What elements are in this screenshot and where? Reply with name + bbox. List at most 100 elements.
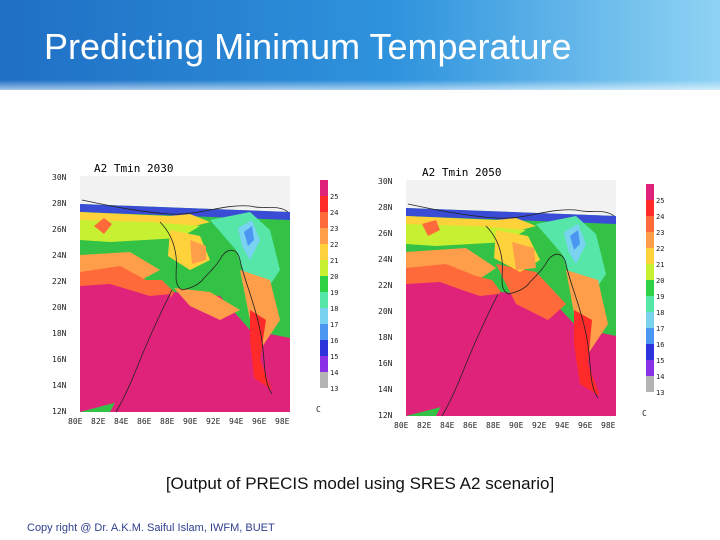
- slide-title: Predicting Minimum Temperature: [44, 26, 572, 67]
- colorbar: [646, 184, 654, 392]
- colorbar-label: 15: [330, 353, 338, 361]
- lon-label: 90E: [509, 421, 524, 430]
- colorbar-label: 24: [330, 209, 338, 217]
- lon-label: 94E: [229, 417, 244, 426]
- colorbar-label: 13: [656, 389, 664, 397]
- colorbar-label: 14: [656, 373, 664, 381]
- colorbar-labels: 25 24 23 22 21 20 19 18 17 16 15 14 13: [330, 193, 338, 393]
- colorbar-swatch: [320, 308, 328, 324]
- colorbar-label: 21: [656, 261, 664, 269]
- lat-label: 18N: [378, 333, 393, 342]
- lat-label: 18N: [52, 329, 67, 338]
- lat-label: 20N: [378, 307, 393, 316]
- lat-label: 12N: [378, 411, 393, 420]
- colorbar-swatch: [320, 340, 328, 356]
- colorbar-label: 19: [330, 289, 338, 297]
- lon-label: 88E: [486, 421, 501, 430]
- colorbar-label: 21: [330, 257, 338, 265]
- lat-label: 22N: [52, 277, 67, 286]
- lon-label: 86E: [463, 421, 478, 430]
- colorbar-label: 25: [330, 193, 338, 201]
- colorbar-swatch: [320, 196, 328, 212]
- colorbar-label: 19: [656, 293, 664, 301]
- lat-label: 16N: [378, 359, 393, 368]
- colorbar-swatch: [320, 292, 328, 308]
- colorbar-swatch: [646, 360, 654, 376]
- lat-label: 20N: [52, 303, 67, 312]
- lon-label: 96E: [578, 421, 593, 430]
- colorbar-swatch: [320, 276, 328, 292]
- copyright-notice: Copy right @ Dr. A.K.M. Saiful Islam, IW…: [27, 522, 275, 534]
- lat-label: 12N: [52, 407, 67, 416]
- figure-caption: [Output of PRECIS model using SRES A2 sc…: [165, 474, 555, 493]
- colorbar-swatch: [320, 356, 328, 372]
- colorbar-label: 13: [330, 385, 338, 393]
- colorbar-labels: 25 24 23 22 21 20 19 18 17 16 15 14 13: [656, 197, 664, 397]
- colorbar-swatch: [646, 328, 654, 344]
- colorbar-label: 18: [656, 309, 664, 317]
- lat-label: 14N: [52, 381, 67, 390]
- colorbar-swatch: [646, 312, 654, 328]
- lat-label: 30N: [378, 177, 393, 186]
- lat-label: 14N: [378, 385, 393, 394]
- colorbar-swatch: [646, 184, 654, 200]
- lat-label: 28N: [378, 203, 393, 212]
- colorbar-swatch: [320, 244, 328, 260]
- colorbar-label: 17: [330, 321, 338, 329]
- lon-label: 92E: [532, 421, 547, 430]
- colorbar-unit: C: [316, 405, 321, 414]
- colorbar-swatch: [646, 344, 654, 360]
- lon-label: 82E: [91, 417, 106, 426]
- colorbar-swatch: [646, 264, 654, 280]
- colorbar-label: 17: [656, 325, 664, 333]
- map-panel-2050: A2 Tmin 2050 30N 28N: [376, 164, 668, 432]
- title-bar: Predicting Minimum Temperature: [0, 0, 720, 90]
- colorbar-label: 25: [656, 197, 664, 205]
- lat-label: 30N: [52, 173, 67, 182]
- lat-label: 26N: [378, 229, 393, 238]
- lat-label: 24N: [52, 251, 67, 260]
- lon-label: 98E: [275, 417, 290, 426]
- colorbar-swatch: [320, 324, 328, 340]
- colorbar-swatch: [320, 180, 328, 196]
- lat-tick-labels: 30N 28N 26N 24N 22N 20N 18N 16N 14N 12N: [378, 177, 393, 420]
- lon-label: 88E: [160, 417, 175, 426]
- colorbar-swatch: [320, 228, 328, 244]
- lon-tick-labels: 80E 82E 84E 86E 88E 90E 92E 94E 96E 98E: [394, 421, 616, 430]
- lon-label: 94E: [555, 421, 570, 430]
- colorbar-label: 20: [656, 277, 664, 285]
- colorbar: [320, 180, 328, 388]
- colorbar-swatch: [646, 216, 654, 232]
- lat-tick-labels: 30N 28N 26N 24N 22N 20N 18N 16N 14N 12N: [52, 173, 67, 416]
- lon-tick-labels: 80E 82E 84E 86E 88E 90E 92E 94E 96E 98E: [68, 417, 290, 426]
- lon-label: 90E: [183, 417, 198, 426]
- lat-label: 22N: [378, 281, 393, 290]
- colorbar-swatch: [646, 376, 654, 392]
- map-panel-2030: A2 Tmin 2030 30N 28N: [50, 160, 342, 428]
- colorbar-label: 18: [330, 305, 338, 313]
- colorbar-label: 16: [656, 341, 664, 349]
- colorbar-label: 22: [330, 241, 338, 249]
- colorbar-swatch: [646, 280, 654, 296]
- lat-label: 26N: [52, 225, 67, 234]
- temperature-map-2050: A2 Tmin 2050 30N 28N: [378, 166, 664, 430]
- lon-label: 84E: [114, 417, 129, 426]
- colorbar-label: 16: [330, 337, 338, 345]
- colorbar-unit: C: [642, 409, 647, 418]
- lat-label: 28N: [52, 199, 67, 208]
- temperature-map-2030: A2 Tmin 2030 30N 28N: [52, 162, 338, 426]
- lat-label: 24N: [378, 255, 393, 264]
- lon-label: 80E: [394, 421, 409, 430]
- lon-label: 92E: [206, 417, 221, 426]
- colorbar-label: 14: [330, 369, 338, 377]
- colorbar-swatch: [646, 232, 654, 248]
- colorbar-swatch: [320, 212, 328, 228]
- lat-label: 16N: [52, 355, 67, 364]
- map-title: A2 Tmin 2030: [94, 162, 173, 175]
- colorbar-label: 24: [656, 213, 664, 221]
- colorbar-label: 15: [656, 357, 664, 365]
- colorbar-label: 22: [656, 245, 664, 253]
- colorbar-swatch: [320, 372, 328, 388]
- colorbar-swatch: [646, 248, 654, 264]
- lon-label: 96E: [252, 417, 267, 426]
